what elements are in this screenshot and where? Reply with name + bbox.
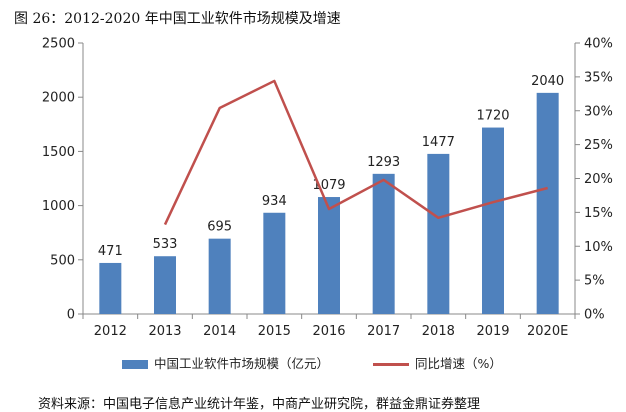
x-axis-tick-label: 2014 [203,324,236,339]
left-axis-tick-label: 1500 [42,145,75,160]
bar-data-label: 695 [207,220,232,235]
bar [154,256,176,314]
bar [536,92,559,314]
bar [208,238,231,314]
bar-data-label: 471 [98,244,123,259]
right-axis-tick-label: 0% [584,308,605,323]
x-axis-tick-label: 2016 [312,324,345,339]
bar [372,173,395,314]
bar [318,197,340,314]
bar-data-label: 1720 [476,109,509,124]
source-note: 资料来源：中国电子信息产业统计年鉴，中商产业研究院，群益金鼎证券整理 [38,397,481,412]
right-axis-tick-label: 5% [584,274,605,289]
legend-line-swatch [373,363,409,366]
x-axis-tick-label: 2012 [94,324,127,339]
legend-line: 同比增速（%） [373,353,502,372]
right-axis-tick-label: 25% [584,138,613,153]
x-axis-tick-label: 2019 [476,324,509,339]
figure-title: 图 26：2012-2020 年中国工业软件市场规模及增速 [14,11,341,27]
bar-data-label: 934 [262,194,287,209]
left-axis-tick-label: 500 [50,253,75,268]
x-axis-tick-label: 2020E [527,324,568,339]
right-axis-tick-label: 10% [584,240,613,255]
bar-data-label: 533 [153,237,178,252]
right-axis-tick-label: 15% [584,206,613,221]
right-axis-tick-label: 35% [584,70,613,85]
bar-data-label: 2040 [531,74,564,89]
right-axis-tick-label: 40% [584,37,613,52]
growth-rate-line [163,79,548,226]
legend-line-label: 同比增速（%） [415,356,502,371]
tick-labels: 0 500 1000 1500 2000 2500 0% 5% 10% 15% 20% 25% 30% 3… [42,37,613,340]
bar [99,262,122,314]
x-axis-tick-label: 2017 [367,324,400,339]
x-axis-tick-label: 2015 [258,324,291,339]
bar-data-label: 1293 [367,155,400,170]
bar-series [99,92,559,314]
legend-bar-swatch [122,360,148,369]
bar-data-label: 1477 [422,135,455,150]
bar [427,153,450,314]
left-axis-tick-label: 0 [67,308,75,323]
x-axis-tick-label: 2013 [148,324,181,339]
left-axis-tick-label: 2500 [42,37,75,52]
right-axis-tick-label: 20% [584,172,613,187]
line-series [163,79,548,226]
right-axis-tick-label: 30% [584,104,613,119]
x-axis-tick-label: 2018 [422,324,455,339]
bar [263,212,286,314]
left-axis-tick-label: 1000 [42,199,75,214]
legend-bar-label: 中国工业软件市场规模（亿元） [154,356,330,371]
bar [482,127,504,314]
legend-bar: 中国工业软件市场规模（亿元） [122,353,329,372]
left-axis-tick-label: 2000 [42,91,75,106]
